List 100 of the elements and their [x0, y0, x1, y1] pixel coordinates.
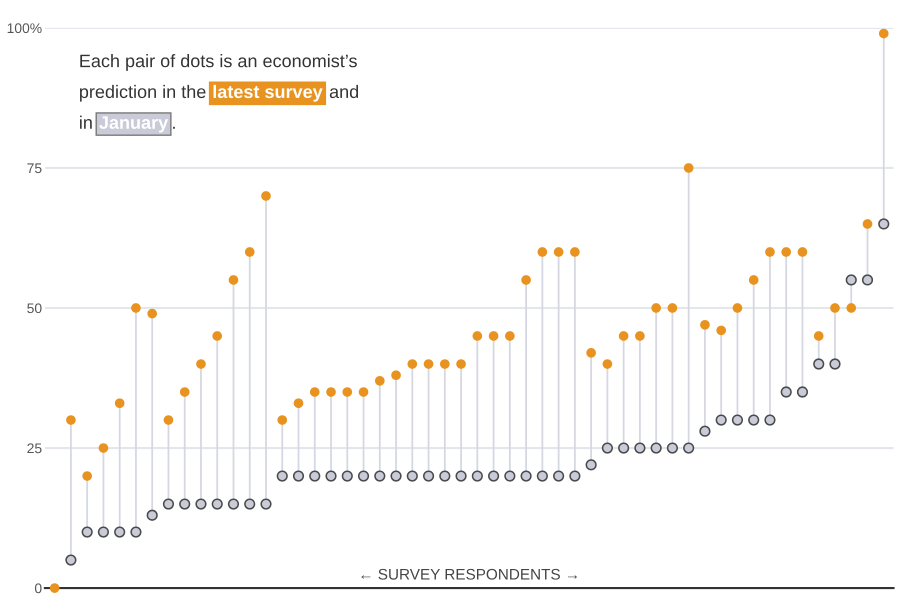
point: [520, 470, 532, 482]
point: [765, 247, 775, 257]
point: [342, 387, 352, 397]
point: [862, 219, 872, 229]
point: [424, 359, 434, 369]
point: [683, 442, 694, 454]
point: [472, 470, 483, 482]
point: [699, 426, 711, 437]
point: [82, 526, 93, 538]
x-axis-title: ← SURVEY RESPONDENTS →: [361, 568, 578, 580]
point: [244, 247, 255, 257]
point: [846, 274, 857, 286]
point: [82, 471, 92, 481]
point: [878, 218, 890, 230]
point: [666, 442, 678, 454]
point: [66, 415, 76, 425]
point: [748, 275, 759, 285]
point: [130, 526, 142, 538]
point: [781, 247, 792, 257]
point: [260, 498, 272, 510]
point: [391, 370, 401, 380]
point: [634, 442, 646, 454]
point: [618, 331, 628, 341]
point: [98, 526, 109, 538]
point: [521, 275, 531, 285]
point: [131, 303, 141, 313]
point: [98, 443, 108, 453]
point: [212, 498, 223, 510]
point: [553, 470, 564, 482]
point: [228, 498, 240, 510]
point: [325, 470, 337, 482]
point: [146, 510, 158, 521]
point: [536, 470, 548, 482]
point: [342, 470, 353, 482]
point: [505, 331, 515, 341]
point: [65, 554, 76, 566]
point: [586, 459, 597, 470]
point: [440, 359, 450, 369]
point: [390, 470, 402, 482]
point: [162, 498, 174, 510]
point: [488, 470, 500, 482]
point: [456, 359, 466, 369]
point: [358, 387, 368, 397]
point: [716, 414, 727, 426]
point: [684, 163, 694, 173]
point: [635, 331, 645, 341]
point: [878, 28, 889, 38]
point: [195, 498, 207, 510]
point: [814, 331, 824, 341]
point: [488, 331, 498, 341]
point: [309, 470, 320, 482]
annotation: .: [173, 126, 175, 129]
point: [798, 247, 808, 257]
point: [456, 470, 467, 482]
point: [114, 398, 124, 408]
point: [554, 247, 564, 257]
point: [846, 303, 856, 313]
point: [294, 398, 304, 408]
point: [586, 348, 596, 358]
point: [602, 442, 613, 454]
y-tick-label: 50: [27, 303, 42, 314]
annotation: prediction in the: [80, 84, 206, 102]
point: [147, 308, 158, 318]
point: [244, 498, 256, 510]
point: [212, 331, 222, 341]
point: [358, 470, 370, 482]
point: [50, 583, 60, 593]
y-tick-label: 75: [27, 163, 42, 174]
annotation: and: [330, 84, 358, 98]
point: [374, 470, 386, 482]
point: [406, 470, 418, 482]
point: [538, 247, 548, 257]
point: [292, 470, 304, 482]
point: [569, 470, 580, 482]
point: [618, 442, 630, 454]
y-tick-label: 100%: [8, 23, 42, 34]
point: [829, 358, 841, 370]
point: [164, 415, 174, 425]
point: [422, 470, 434, 482]
point: [472, 331, 482, 341]
point: [261, 191, 271, 201]
point: [277, 415, 288, 425]
text: latest survey: [214, 84, 323, 102]
point: [374, 376, 385, 386]
point: [310, 387, 320, 397]
point: [276, 470, 288, 482]
point: [407, 359, 418, 369]
point: [862, 274, 874, 286]
point: [570, 247, 580, 257]
point: [716, 326, 726, 336]
y-tick-label: 25: [27, 443, 42, 454]
annotation: in: [80, 116, 92, 129]
y-tick-label: 0: [34, 583, 42, 594]
point: [732, 414, 744, 426]
point: [732, 303, 742, 313]
point: [764, 414, 776, 426]
point: [114, 526, 126, 538]
point: [651, 303, 661, 313]
point: [228, 275, 238, 285]
point: [602, 359, 612, 369]
